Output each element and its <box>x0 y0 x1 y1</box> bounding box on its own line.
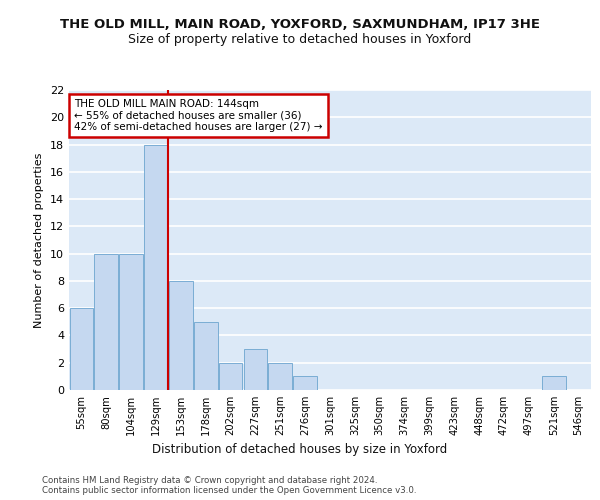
Bar <box>119 254 143 390</box>
Bar <box>542 376 566 390</box>
Bar <box>70 308 93 390</box>
Bar <box>144 144 168 390</box>
Bar <box>219 362 242 390</box>
Bar <box>169 281 193 390</box>
Bar <box>94 254 118 390</box>
Bar <box>244 349 267 390</box>
Bar <box>194 322 218 390</box>
Bar <box>293 376 317 390</box>
Text: Contains HM Land Registry data © Crown copyright and database right 2024.
Contai: Contains HM Land Registry data © Crown c… <box>42 476 416 495</box>
Text: THE OLD MILL, MAIN ROAD, YOXFORD, SAXMUNDHAM, IP17 3HE: THE OLD MILL, MAIN ROAD, YOXFORD, SAXMUN… <box>60 18 540 30</box>
Text: Size of property relative to detached houses in Yoxford: Size of property relative to detached ho… <box>128 32 472 46</box>
Text: Distribution of detached houses by size in Yoxford: Distribution of detached houses by size … <box>152 442 448 456</box>
Bar <box>268 362 292 390</box>
Text: THE OLD MILL MAIN ROAD: 144sqm
← 55% of detached houses are smaller (36)
42% of : THE OLD MILL MAIN ROAD: 144sqm ← 55% of … <box>74 99 323 132</box>
Y-axis label: Number of detached properties: Number of detached properties <box>34 152 44 328</box>
